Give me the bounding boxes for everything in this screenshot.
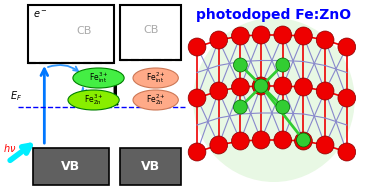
Text: VB: VB (61, 160, 81, 173)
Circle shape (232, 78, 249, 96)
Circle shape (252, 26, 270, 44)
Text: $\mathregular{Fe^{2+}_{Zn}}$: $\mathregular{Fe^{2+}_{Zn}}$ (146, 93, 165, 108)
Circle shape (276, 100, 290, 114)
Circle shape (316, 82, 334, 100)
Circle shape (295, 78, 312, 96)
Circle shape (295, 27, 312, 45)
Text: $\mathregular{Fe^{3+}_{int}}$: $\mathregular{Fe^{3+}_{int}}$ (89, 70, 108, 85)
Text: VB: VB (141, 160, 160, 173)
Bar (27, 5, 114, 63)
Text: $\mathregular{Fe^{2+}_{int}}$: $\mathregular{Fe^{2+}_{int}}$ (146, 70, 165, 85)
Text: $\mathregular{Fe^{3+}_{Zn}}$: $\mathregular{Fe^{3+}_{Zn}}$ (84, 93, 104, 108)
Circle shape (210, 136, 227, 154)
Text: CB: CB (76, 26, 92, 36)
Circle shape (276, 58, 290, 72)
Ellipse shape (133, 68, 178, 88)
Circle shape (338, 89, 356, 107)
Circle shape (295, 132, 312, 150)
Circle shape (233, 100, 247, 114)
Circle shape (210, 31, 227, 49)
Ellipse shape (68, 90, 119, 110)
Circle shape (274, 77, 292, 95)
Circle shape (316, 31, 334, 49)
Circle shape (210, 82, 227, 100)
Circle shape (232, 132, 249, 150)
Text: $E_F$: $E_F$ (10, 89, 22, 103)
Circle shape (338, 38, 356, 56)
Bar (120, 148, 181, 185)
Circle shape (232, 27, 249, 45)
Circle shape (316, 136, 334, 154)
Bar (33, 148, 109, 185)
Circle shape (296, 133, 310, 147)
Circle shape (254, 79, 268, 93)
Circle shape (252, 77, 270, 95)
Circle shape (193, 18, 355, 182)
Circle shape (274, 26, 292, 44)
Bar (120, 5, 181, 60)
Ellipse shape (73, 68, 124, 88)
Text: photodoped Fe:ZnO: photodoped Fe:ZnO (196, 8, 351, 22)
Circle shape (338, 143, 356, 161)
Text: $h\nu$: $h\nu$ (3, 142, 16, 154)
Text: $e^-$: $e^-$ (33, 9, 48, 20)
Circle shape (274, 131, 292, 149)
Circle shape (188, 143, 206, 161)
Ellipse shape (133, 90, 178, 110)
Text: CB: CB (143, 25, 158, 35)
Circle shape (233, 58, 247, 72)
Circle shape (252, 131, 270, 149)
Circle shape (188, 89, 206, 107)
Circle shape (188, 38, 206, 56)
